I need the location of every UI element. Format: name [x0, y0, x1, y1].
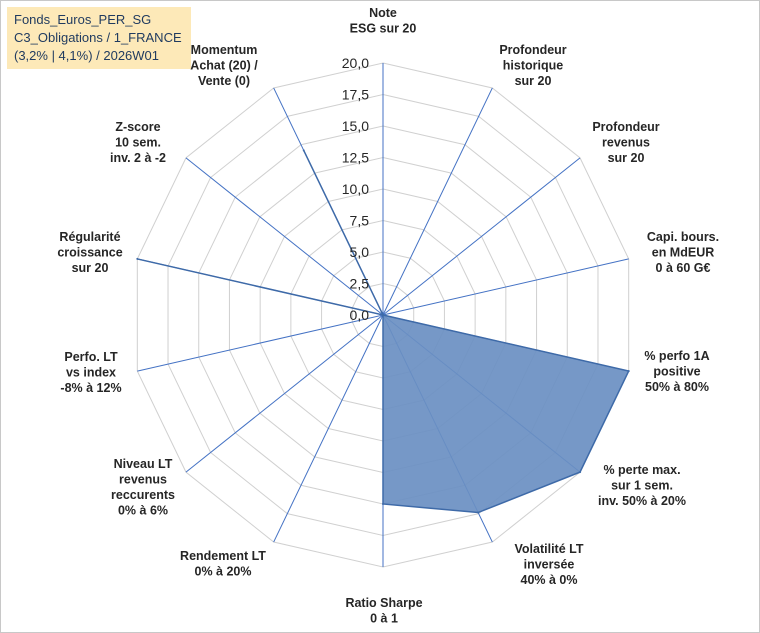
- tick-label-5: 12,5: [342, 150, 369, 166]
- category-label-9-line-0: Niveau LT: [114, 457, 173, 471]
- category-label-7-line-0: Ratio Sharpe: [345, 596, 422, 610]
- category-label-12-line-0: Z-score: [115, 120, 160, 134]
- category-label-4-line-1: positive: [653, 365, 700, 379]
- category-label-10-line-2: -8% à 12%: [60, 381, 121, 395]
- data-point-11: [136, 257, 139, 260]
- category-label-1-line-1: historique: [503, 59, 563, 73]
- category-label-6-line-1: inversée: [524, 558, 575, 572]
- data-point-7: [382, 503, 384, 505]
- category-label-5-line-0: % perte max.: [603, 463, 680, 477]
- category-label-12-line-2: inv. 2 à -2: [110, 151, 166, 165]
- data-point-12: [382, 314, 384, 316]
- data-point-5: [579, 471, 582, 474]
- spoke-8: [273, 314, 384, 543]
- category-label-1: Profondeur historique sur 20: [499, 43, 566, 88]
- category-label-4-line-0: % perfo 1A: [644, 349, 709, 363]
- spoke-9: [185, 314, 384, 473]
- tick-label-8: 20,0: [342, 55, 369, 71]
- category-label-1-line-2: sur 20: [515, 74, 552, 88]
- category-label-4-line-2: 50% à 80%: [645, 380, 709, 394]
- tick-label-0: 0,0: [350, 307, 370, 323]
- title-line-2: C3_Obligations / 1_FRANCE: [14, 30, 182, 45]
- category-label-3-line-1: en MdEUR: [652, 246, 715, 260]
- category-label-11-line-0: Régularité: [59, 230, 120, 244]
- category-label-2-line-2: sur 20: [608, 151, 645, 165]
- category-label-11: Régularité croissance sur 20: [57, 230, 122, 275]
- category-label-10-line-0: Perfo. LT: [64, 350, 118, 364]
- spoke-2: [382, 157, 581, 316]
- tick-label-1: 2,5: [350, 276, 370, 292]
- tick-label-3: 7,5: [350, 213, 370, 229]
- spoke-1: [382, 87, 493, 316]
- category-label-5-line-1: sur 1 sem.: [611, 479, 673, 493]
- title-line-1: Fonds_Euros_PER_SG: [14, 12, 152, 27]
- data-point-13: [302, 149, 305, 152]
- category-label-13-line-2: Vente (0): [198, 74, 250, 88]
- spoke-10: [137, 314, 384, 372]
- category-label-11-line-2: sur 20: [72, 261, 109, 275]
- category-label-8-line-1: 0% à 20%: [195, 565, 252, 579]
- tick-label-6: 15,0: [342, 118, 369, 134]
- category-label-9-line-3: 0% à 6%: [118, 504, 168, 518]
- category-label-1-line-0: Profondeur: [499, 43, 566, 57]
- category-label-0: Note ESG sur 20: [350, 6, 417, 36]
- data-point-4: [627, 370, 630, 373]
- category-label-8-line-0: Rendement LT: [180, 549, 266, 563]
- category-label-13: Momentum Achat (20) / Vente (0): [190, 43, 258, 88]
- category-label-0-line-0: Note: [369, 6, 397, 20]
- category-label-12-line-1: 10 sem.: [115, 136, 161, 150]
- category-label-10-line-1: vs index: [66, 366, 116, 380]
- category-label-9-line-2: reccurents: [111, 488, 175, 502]
- category-label-3-line-0: Capi. bours.: [647, 230, 719, 244]
- spoke-12: [185, 157, 384, 316]
- tick-label-4: 10,0: [342, 181, 369, 197]
- category-label-13-line-1: Achat (20) /: [190, 59, 258, 73]
- category-label-2: Profondeur revenus sur 20: [592, 120, 659, 165]
- category-label-6-line-2: 40% à 0%: [521, 573, 578, 587]
- tick-label-2: 5,0: [350, 244, 370, 260]
- category-label-11-line-1: croissance: [57, 246, 122, 260]
- category-label-4: % perfo 1A positive 50% à 80%: [644, 349, 709, 394]
- chart-title-box: Fonds_Euros_PER_SG C3_Obligations / 1_FR…: [7, 7, 191, 69]
- category-label-3-line-2: 0 à 60 G€: [656, 261, 711, 275]
- category-label-5-line-2: inv. 50% à 20%: [598, 494, 686, 508]
- category-label-9: Niveau LT revenus reccurents 0% à 6%: [111, 457, 175, 518]
- category-label-6-line-0: Volatilité LT: [515, 542, 584, 556]
- category-label-8: Rendement LT 0% à 20%: [180, 549, 266, 579]
- title-line-3: (3,2% | 4,1%) / 2026W01: [14, 48, 160, 63]
- category-label-7-line-1: 0 à 1: [370, 612, 398, 626]
- category-label-0-line-1: ESG sur 20: [350, 22, 417, 36]
- category-label-3: Capi. bours. en MdEUR 0 à 60 G€: [647, 230, 719, 275]
- category-label-10: Perfo. LT vs index -8% à 12%: [60, 350, 121, 395]
- category-label-13-line-0: Momentum: [191, 43, 258, 57]
- category-label-2-line-0: Profondeur: [592, 120, 659, 134]
- category-label-2-line-1: revenus: [602, 136, 650, 150]
- spoke-3: [382, 258, 629, 316]
- category-label-5: % perte max. sur 1 sem. inv. 50% à 20%: [598, 463, 686, 508]
- tick-label-7: 17,5: [342, 87, 369, 103]
- category-label-9-line-1: revenus: [119, 473, 167, 487]
- category-label-6: Volatilité LT inversée 40% à 0%: [515, 542, 584, 587]
- data-point-6: [477, 511, 480, 514]
- data-series-polygon: [137, 150, 630, 514]
- category-label-12: Z-score 10 sem. inv. 2 à -2: [110, 120, 166, 165]
- category-label-7: Ratio Sharpe 0 à 1: [345, 596, 422, 626]
